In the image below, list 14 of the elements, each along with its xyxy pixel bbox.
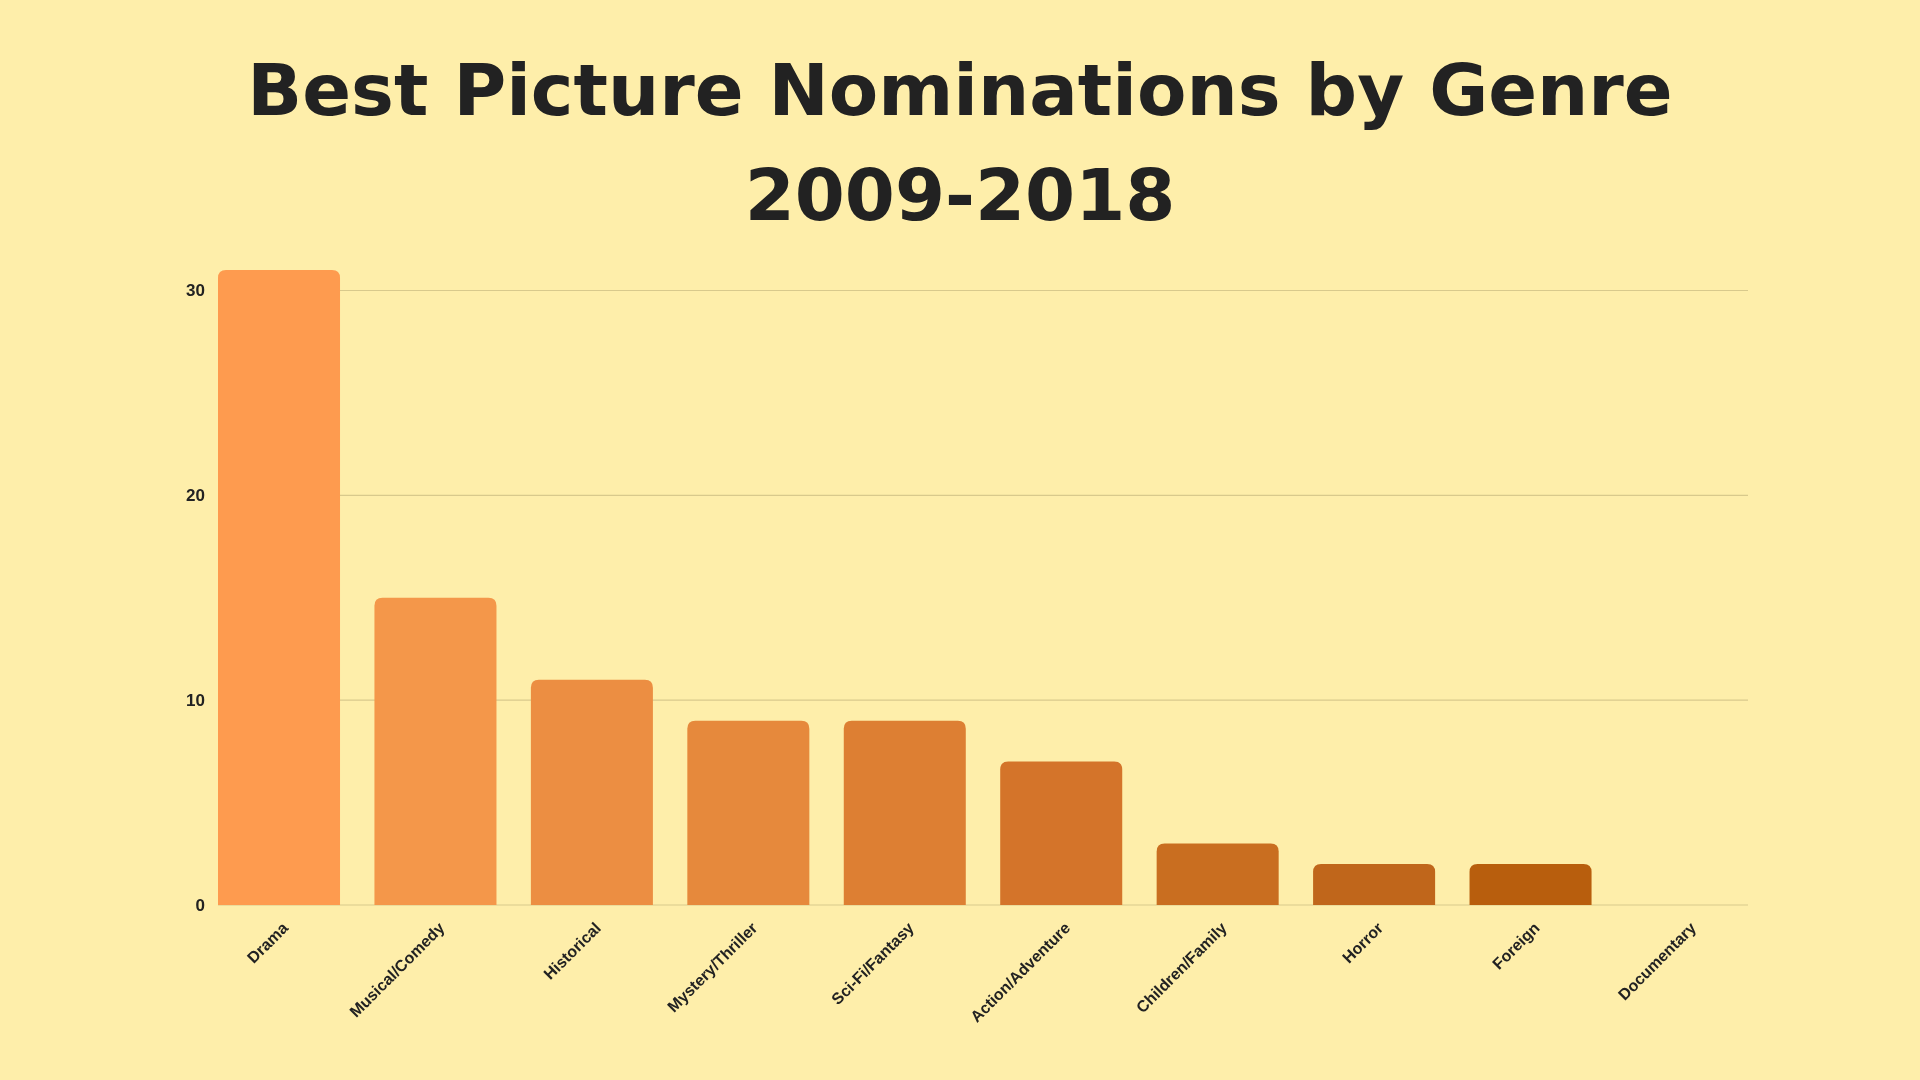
bar [1156,843,1279,905]
bar [1313,864,1436,905]
bar [530,679,653,905]
y-tick-label: 10 [186,691,205,711]
chart-title: Best Picture Nominations by Genre 2009-2018 [247,48,1673,237]
bar [1000,761,1123,905]
bar [843,720,966,905]
y-tick-label: 20 [186,486,205,506]
bar [374,597,497,905]
bar [687,720,810,905]
y-tick-label: 30 [186,281,205,301]
bar [1469,864,1592,905]
y-tick-label: 0 [195,895,205,915]
bar [218,270,341,905]
